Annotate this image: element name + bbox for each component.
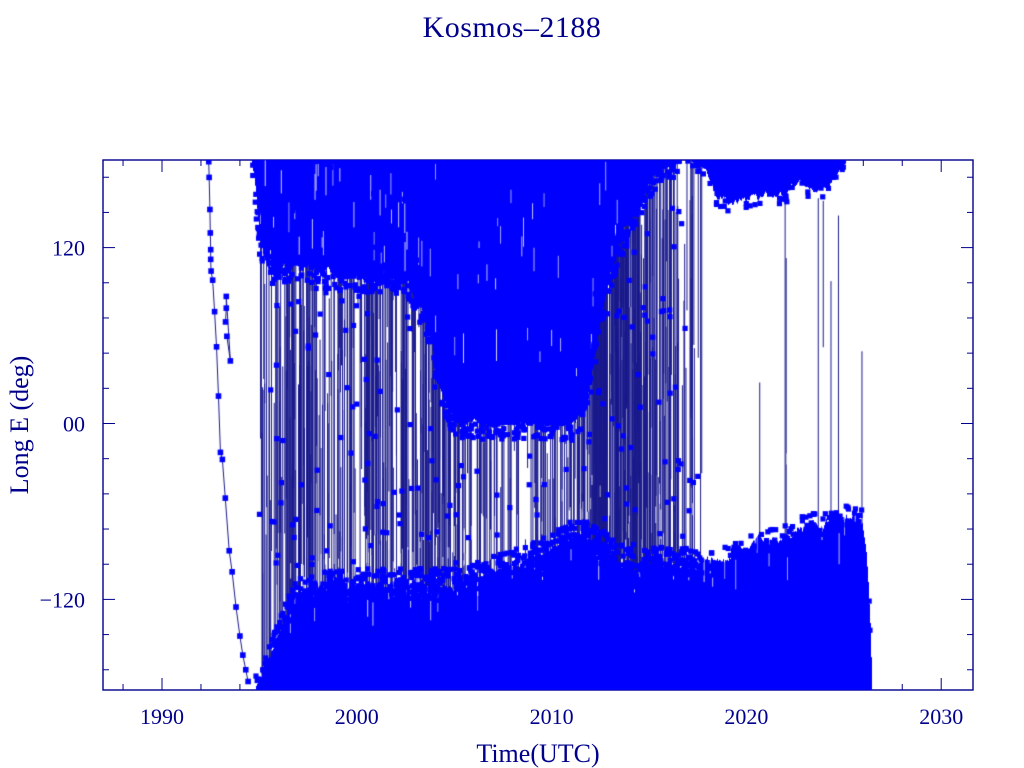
- svg-text:2020: 2020: [724, 704, 768, 729]
- svg-text:2010: 2010: [530, 704, 574, 729]
- svg-text:2000: 2000: [335, 704, 379, 729]
- svg-text:00: 00: [63, 412, 85, 437]
- svg-text:1990: 1990: [140, 704, 184, 729]
- svg-text:120: 120: [52, 236, 85, 261]
- svg-text:−120: −120: [40, 587, 85, 612]
- svg-text:2030: 2030: [919, 704, 963, 729]
- svg-text:Long E (deg): Long E (deg): [5, 356, 34, 495]
- svg-text:Time(UTC): Time(UTC): [476, 739, 599, 768]
